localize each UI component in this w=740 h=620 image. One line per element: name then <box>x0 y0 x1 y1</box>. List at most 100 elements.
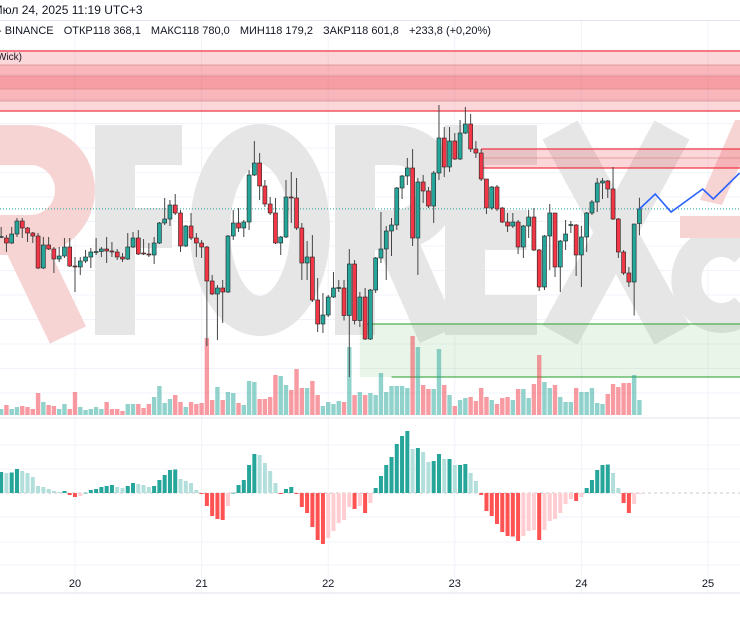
candle-body <box>252 162 257 176</box>
candle <box>568 221 574 233</box>
candle <box>215 285 220 340</box>
candle-body <box>162 218 167 224</box>
candle <box>4 235 9 252</box>
candle-body <box>99 248 104 252</box>
volume-bar <box>41 402 46 415</box>
candle <box>257 153 262 200</box>
candle-body <box>288 196 294 199</box>
histogram-bar <box>46 489 51 493</box>
volume-bar <box>9 409 14 415</box>
histogram-bar <box>109 485 114 493</box>
histogram-bar <box>310 493 315 527</box>
histogram-bar <box>521 493 526 536</box>
candle-body <box>62 246 67 257</box>
candle <box>557 240 563 292</box>
candle-body <box>183 225 189 247</box>
histogram-bar <box>120 488 125 493</box>
candle <box>62 238 67 258</box>
candle-body <box>420 181 426 192</box>
volume-bar <box>605 394 610 415</box>
projection-line[interactable] <box>638 172 740 214</box>
candle-body <box>621 251 626 274</box>
candle-body <box>130 237 136 248</box>
candle <box>579 226 584 287</box>
candle-body <box>405 167 410 177</box>
candle <box>225 235 231 293</box>
volume-bar <box>199 403 204 415</box>
candle <box>457 120 463 160</box>
candle <box>25 227 30 242</box>
histogram-bar <box>468 473 473 493</box>
volume-bar <box>473 401 479 415</box>
watermark-logo <box>0 120 740 345</box>
volume-bar <box>236 403 241 415</box>
candle-body <box>14 220 20 235</box>
volume-bar <box>637 400 642 415</box>
histogram-bar <box>347 493 352 507</box>
volume-bar <box>463 398 468 415</box>
candle <box>489 186 495 210</box>
histogram-bar <box>257 455 262 493</box>
x-tick-label: 24 <box>575 578 587 590</box>
histogram-bar <box>489 493 494 516</box>
watermark-letter-r <box>335 125 458 344</box>
histogram-bar <box>410 449 415 493</box>
histogram-bar <box>94 489 99 493</box>
candle <box>357 292 363 327</box>
candle <box>273 198 278 244</box>
candle <box>167 200 173 226</box>
histogram-bar <box>436 454 441 493</box>
candle <box>510 213 516 228</box>
volume-bar <box>136 404 141 415</box>
candle <box>494 185 500 211</box>
volume-bar <box>442 385 447 415</box>
candle <box>616 218 621 258</box>
volume-bar <box>120 411 125 415</box>
histogram-bar <box>189 483 194 493</box>
candle-body <box>257 162 262 187</box>
volume-bar <box>30 409 35 415</box>
watermark-letter-e <box>445 125 537 335</box>
candle-body <box>225 235 231 293</box>
candle-body <box>209 280 215 295</box>
histogram-bar <box>294 493 299 494</box>
histogram-bar <box>289 487 294 493</box>
candle <box>299 223 305 280</box>
candle-body <box>283 196 289 238</box>
candle-body <box>35 235 41 269</box>
volume-bar <box>320 406 326 415</box>
histogram-bar <box>405 431 410 493</box>
histogram-bar <box>199 493 204 494</box>
candle <box>594 178 600 212</box>
candle-body <box>441 137 447 168</box>
macd-histogram <box>0 431 642 544</box>
candle-body <box>72 265 78 268</box>
volume-bar <box>489 400 494 415</box>
support-zone <box>359 324 740 377</box>
histogram-bar <box>384 465 389 493</box>
volume-bar <box>384 392 389 415</box>
candle-body <box>399 175 405 189</box>
histogram-bar <box>278 493 283 494</box>
volume-bar <box>478 388 484 415</box>
candle-body <box>557 240 563 268</box>
ohlc-legend: - BINANCE ОТКР118 368,1 МАКС118 780,0 МИ… <box>0 25 498 37</box>
candle-body <box>215 287 220 295</box>
candle <box>77 257 83 275</box>
candle-body <box>230 222 236 237</box>
volume-bar <box>146 404 152 415</box>
time-axis[interactable]: 20 21 22 23 24 25 <box>69 578 714 590</box>
candle <box>610 167 616 220</box>
candle-body <box>273 212 278 244</box>
histogram-bar <box>162 475 167 493</box>
volume-bar <box>141 408 146 415</box>
candle-body <box>346 263 352 316</box>
candle <box>573 224 579 276</box>
low-value: МИН118 179,2 <box>239 25 313 37</box>
candle <box>172 194 178 215</box>
volume-bar <box>151 397 157 415</box>
candle <box>478 149 484 181</box>
candle-body <box>125 246 131 260</box>
volume-bar <box>72 392 78 415</box>
